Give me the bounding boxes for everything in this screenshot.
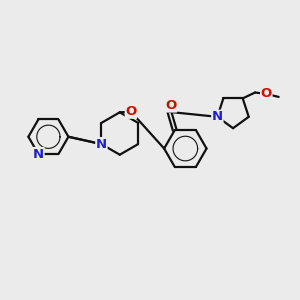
Text: O: O <box>165 99 176 112</box>
Text: N: N <box>96 138 107 151</box>
Text: O: O <box>125 105 136 118</box>
Text: N: N <box>33 148 44 160</box>
Text: N: N <box>212 110 223 123</box>
Text: O: O <box>261 88 272 100</box>
